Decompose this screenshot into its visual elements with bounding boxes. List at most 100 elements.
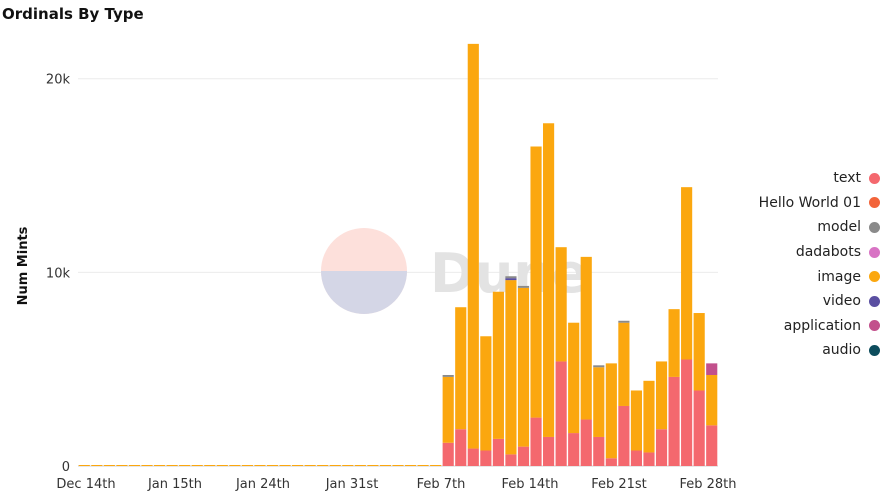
bar-image-46[interactable] <box>655 361 668 430</box>
bar-image-26[interactable] <box>404 465 417 466</box>
bar-image-3[interactable] <box>116 465 128 466</box>
bar-image-48[interactable] <box>681 187 693 360</box>
y-tick-label: 0 <box>62 460 70 475</box>
legend-item-7[interactable]: audio <box>740 338 880 363</box>
bar-image-43[interactable] <box>618 322 630 406</box>
bar-text-37[interactable] <box>543 436 555 466</box>
bar-text-47[interactable] <box>668 376 680 466</box>
bar-image-49[interactable] <box>693 313 705 391</box>
bar-text-45[interactable] <box>643 452 655 466</box>
bar-image-9[interactable] <box>191 465 203 466</box>
bar-image-39[interactable] <box>568 322 580 434</box>
bar-image-19[interactable] <box>317 465 329 466</box>
legend-swatch <box>869 320 880 332</box>
bar-text-43[interactable] <box>618 405 630 466</box>
legend: text Hello World 01 model dadabots image vide… <box>740 166 880 363</box>
bar-text-33[interactable] <box>492 438 504 466</box>
x-axis: Dec 14th Jan 15th Jan 24th Jan 31st Feb 7th F… <box>56 477 736 492</box>
bar-image-16[interactable] <box>279 465 291 466</box>
legend-label: Hello World 01 <box>758 194 861 211</box>
bar-image-8[interactable] <box>179 465 191 466</box>
x-tick-label: Feb 14th <box>501 477 558 492</box>
bar-text-40[interactable] <box>580 419 592 466</box>
bar-image-41[interactable] <box>593 367 605 437</box>
bar-image-24[interactable] <box>379 465 392 466</box>
bar-image-21[interactable] <box>342 465 354 466</box>
bar-model-43[interactable] <box>618 320 630 323</box>
bar-model-35[interactable] <box>517 285 530 288</box>
legend-label: audio <box>822 342 861 359</box>
bar-application-50[interactable] <box>706 363 718 375</box>
bar-image-35[interactable] <box>517 287 530 447</box>
bar-text-32[interactable] <box>480 450 492 466</box>
bar-image-4[interactable] <box>128 465 141 466</box>
bar-text-44[interactable] <box>630 450 643 466</box>
legend-item-1[interactable]: Hello World 01 <box>740 191 880 216</box>
bar-image-23[interactable] <box>367 465 379 466</box>
bar-text-31[interactable] <box>467 448 479 466</box>
bar-text-29[interactable] <box>442 442 454 466</box>
bar-text-34[interactable] <box>505 454 517 466</box>
bar-text-41[interactable] <box>593 436 605 466</box>
bar-image-20[interactable] <box>329 465 341 466</box>
bar-model-29[interactable] <box>442 374 454 377</box>
bar-video-34[interactable] <box>505 278 517 281</box>
bar-image-5[interactable] <box>141 465 153 466</box>
legend-swatch <box>869 344 880 356</box>
bar-image-29[interactable] <box>442 376 454 443</box>
bar-image-22[interactable] <box>354 465 366 466</box>
bar-image-12[interactable] <box>229 465 241 466</box>
bar-text-30[interactable] <box>455 429 467 466</box>
bar-model-34[interactable] <box>505 276 517 279</box>
bar-image-18[interactable] <box>304 465 316 466</box>
legend-item-5[interactable]: video <box>740 289 880 314</box>
bar-image-15[interactable] <box>266 465 279 466</box>
bar-text-49[interactable] <box>693 390 705 466</box>
bar-image-44[interactable] <box>630 390 643 451</box>
bar-image-6[interactable] <box>153 465 166 466</box>
bar-image-27[interactable] <box>417 465 429 466</box>
bar-image-17[interactable] <box>292 465 304 466</box>
bar-image-31[interactable] <box>467 43 479 449</box>
bar-image-28[interactable] <box>430 465 442 466</box>
legend-item-4[interactable]: image <box>740 264 880 289</box>
bar-image-37[interactable] <box>543 123 555 437</box>
bar-text-38[interactable] <box>555 361 567 466</box>
bar-image-25[interactable] <box>392 465 404 466</box>
bar-text-46[interactable] <box>655 429 668 466</box>
bar-image-10[interactable] <box>204 465 216 466</box>
bar-image-36[interactable] <box>530 146 542 418</box>
bar-image-1[interactable] <box>91 465 103 466</box>
bar-image-47[interactable] <box>668 309 680 377</box>
bar-image-2[interactable] <box>103 465 115 466</box>
bar-image-7[interactable] <box>166 465 178 466</box>
legend-item-2[interactable]: model <box>740 215 880 240</box>
bar-image-40[interactable] <box>580 256 592 420</box>
bar-image-33[interactable] <box>492 291 504 439</box>
bar-image-38[interactable] <box>555 247 567 362</box>
legend-item-0[interactable]: text <box>740 166 880 191</box>
bar-image-0[interactable] <box>78 465 90 466</box>
bar-image-30[interactable] <box>455 307 467 430</box>
bar-image-32[interactable] <box>480 336 492 451</box>
bar-text-42[interactable] <box>605 458 617 466</box>
bar-image-34[interactable] <box>505 280 517 455</box>
legend-item-6[interactable]: application <box>740 314 880 339</box>
bar-image-14[interactable] <box>254 465 266 466</box>
bar-text-50[interactable] <box>706 425 718 466</box>
y-axis-label: Num Mints <box>16 226 31 305</box>
bar-model-41[interactable] <box>593 365 605 368</box>
bar-image-42[interactable] <box>605 363 617 459</box>
bar-text-39[interactable] <box>568 433 580 466</box>
bar-image-45[interactable] <box>643 380 655 453</box>
bar-text-36[interactable] <box>530 417 542 466</box>
bar-image-50[interactable] <box>706 374 718 426</box>
y-tick-label: 20k <box>46 73 71 88</box>
bar-text-35[interactable] <box>517 446 530 466</box>
legend-item-3[interactable]: dadabots <box>740 240 880 265</box>
bar-image-11[interactable] <box>216 465 228 466</box>
bar-text-48[interactable] <box>681 359 693 467</box>
bar-image-13[interactable] <box>241 465 253 466</box>
watermark-circle-bottom <box>321 271 407 314</box>
